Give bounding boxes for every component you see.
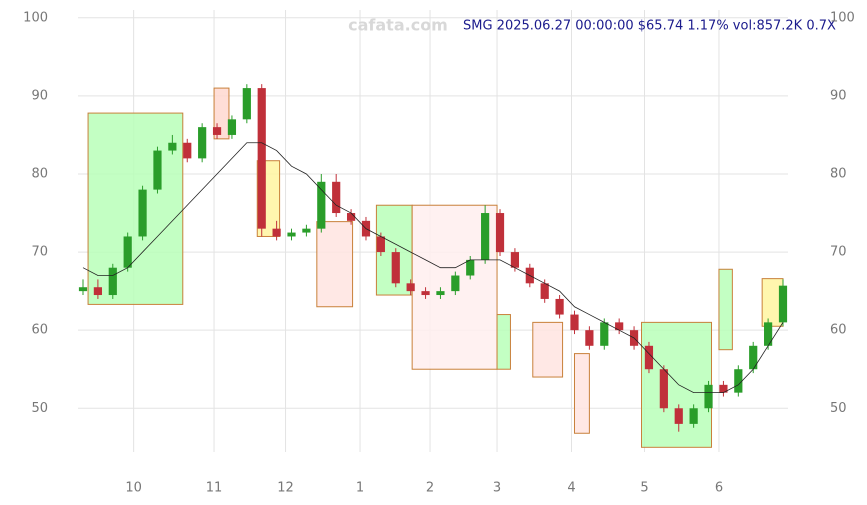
y-tick-label-right: 60 (830, 323, 847, 338)
x-tick-label: 3 (493, 481, 501, 496)
y-tick-label: 60 (31, 323, 48, 338)
y-tick-label: 80 (31, 166, 48, 181)
candle-body (495, 213, 505, 253)
x-tick-label: 10 (125, 481, 142, 496)
chart-title: SMG 2025.06.27 00:00:00 $65.74 1.17% vol… (463, 19, 836, 34)
x-tick-label: 1 (356, 481, 364, 496)
candle-body (540, 283, 549, 299)
candle-body (108, 267, 117, 296)
zone-box (641, 321, 713, 448)
y-tick-label: 50 (31, 401, 48, 416)
candle-body (421, 291, 430, 296)
zone-box (573, 353, 590, 434)
candle-body (406, 283, 415, 292)
candle-body (689, 408, 698, 424)
candle-body (198, 127, 207, 159)
candle-body (674, 408, 683, 424)
candle-body (242, 88, 251, 120)
zone-box (87, 112, 184, 305)
x-tick-label: 12 (277, 481, 294, 496)
x-tick-label: 4 (567, 481, 575, 496)
candle-body (659, 369, 668, 409)
y-tick-label-right: 50 (830, 401, 847, 416)
candle-body (138, 189, 147, 237)
zone-box (496, 314, 511, 370)
candle-body (227, 119, 237, 135)
watermark: cafata.com (348, 16, 448, 35)
x-tick-label: 6 (715, 481, 723, 496)
candle-body (570, 314, 579, 331)
candle-body (600, 322, 609, 346)
zone-box (316, 221, 354, 308)
candle-body (287, 232, 296, 237)
candle-body (436, 291, 445, 296)
candle-body (183, 142, 192, 159)
zone-box (213, 87, 230, 140)
candle-body (153, 150, 162, 190)
y-tick-label-right: 70 (830, 245, 847, 260)
candle-body (749, 345, 758, 370)
y-tick-label-right: 80 (830, 166, 847, 181)
y-tick-label-right: 90 (830, 88, 847, 103)
candle-body (451, 275, 460, 292)
candle-body (481, 213, 490, 260)
candle-body (704, 384, 713, 409)
candle-body (719, 384, 728, 393)
candle-body (764, 322, 773, 346)
candle-body (510, 252, 520, 268)
candle-body (346, 213, 356, 221)
candle-body (93, 287, 102, 296)
x-tick-label: 11 (206, 481, 223, 496)
y-tick-label: 100 (23, 10, 48, 25)
zone-box (718, 268, 733, 351)
candle-body (257, 88, 266, 229)
candle-body (585, 330, 594, 346)
y-tick-label: 70 (31, 245, 48, 260)
candle-body (778, 285, 788, 323)
moving-average (82, 142, 784, 394)
y-tick-label-right: 100 (830, 10, 855, 25)
y-tick-label: 90 (31, 88, 48, 103)
candle-body (302, 228, 311, 233)
candle-body (615, 322, 624, 331)
candle-body (78, 287, 88, 292)
candle-body (391, 252, 400, 284)
candle-body (466, 259, 475, 276)
candle-body (734, 369, 743, 393)
x-tick-label: 5 (640, 481, 648, 496)
candle-body (376, 236, 385, 253)
candle-body (168, 142, 177, 151)
candle-body (317, 181, 326, 229)
candle-body (123, 236, 132, 268)
x-tick-label: 2 (426, 481, 434, 496)
candle-body (212, 127, 222, 135)
candle-body (272, 228, 281, 237)
candle-body (555, 298, 564, 315)
zone-box (532, 321, 564, 378)
candle-body (332, 181, 341, 214)
candle-body (644, 345, 654, 370)
